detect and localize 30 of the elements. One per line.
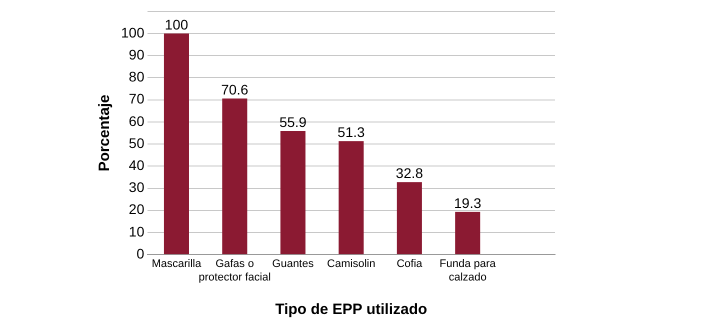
data-label: 32.8 (396, 164, 424, 181)
bar (338, 141, 364, 254)
data-label: 70.6 (221, 81, 249, 98)
y-axis-title: Porcentaje (96, 94, 114, 172)
y-tick-label: 50 (128, 134, 145, 151)
y-tick-label: 70 (128, 90, 145, 107)
x-tick-label: Funda para calzado (440, 258, 497, 284)
bar (222, 98, 248, 254)
bar (455, 212, 480, 254)
x-tick-label: Cofia (396, 258, 424, 270)
x-tick-label: Camisolin (327, 258, 376, 270)
data-label: 51.3 (338, 124, 366, 140)
data-label: 55.9 (279, 114, 307, 130)
data-label: 19.3 (454, 194, 482, 211)
y-tick-label: 60 (128, 112, 145, 129)
bar (164, 34, 189, 254)
y-tick-label: 80 (128, 68, 145, 85)
bar (396, 182, 422, 254)
y-tick-label: 90 (128, 46, 145, 62)
y-tick-label: 0 (136, 245, 145, 262)
data-label: 100 (164, 16, 188, 32)
y-tick-label: 100 (121, 24, 145, 40)
y-tick-label: 20 (128, 201, 145, 218)
x-tick-label: Mascarilla (152, 258, 202, 270)
y-tick-label: 30 (128, 179, 145, 196)
y-tick-label: 10 (128, 223, 145, 240)
x-axis-title: Tipo de EPP utilizado (275, 301, 428, 318)
y-tick-label: 40 (128, 157, 145, 174)
x-tick-label: Guantes (272, 258, 314, 270)
bar (280, 131, 306, 254)
